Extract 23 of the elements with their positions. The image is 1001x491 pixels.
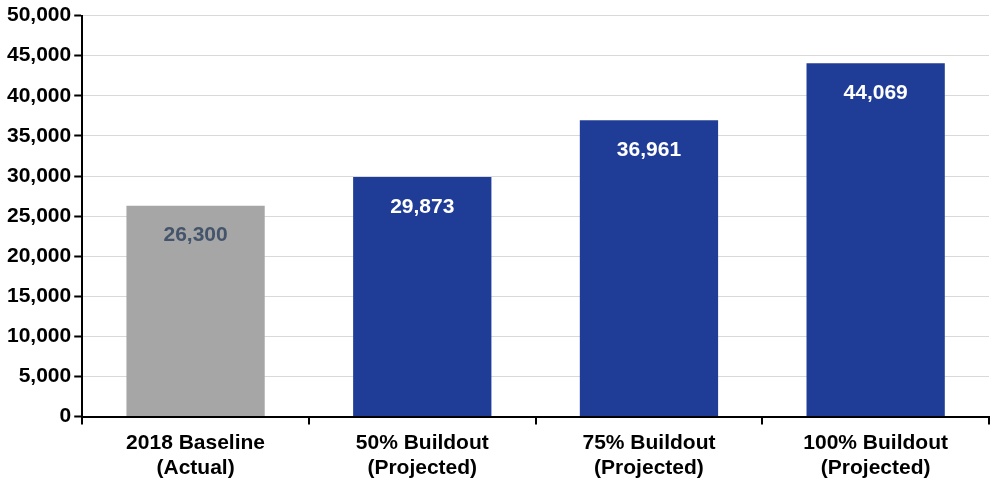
y-tick-label: 10,000 (7, 323, 72, 347)
x-tick-label: 75% Buildout (Projected) (582, 430, 716, 479)
x-tick-label: 2018 Baseline (Actual) (126, 430, 266, 479)
y-tick-label: 35,000 (7, 122, 72, 146)
bar (806, 63, 945, 417)
y-tick-label: 50,000 (7, 2, 72, 26)
y-tick-label: 45,000 (7, 42, 72, 66)
data-label: 26,300 (163, 222, 228, 246)
y-tick-label: 30,000 (7, 162, 72, 186)
bar (579, 120, 719, 417)
data-label: 44,069 (843, 79, 908, 103)
x-tick-label: 50% Buildout (Projected) (355, 430, 489, 479)
bar (353, 177, 492, 417)
x-tick-label: 100% Buildout (Projected) (803, 430, 948, 479)
y-tick-label: 20,000 (7, 243, 72, 266)
y-tick-label: 40,000 (7, 82, 72, 106)
bar (126, 205, 265, 417)
data-label: 36,961 (616, 136, 682, 160)
y-tick-label: 5,000 (18, 363, 72, 387)
y-tick-label: 0 (59, 403, 72, 427)
data-label: 29,873 (390, 193, 455, 217)
y-tick-label: 25,000 (7, 202, 72, 226)
y-tick-label: 15,000 (7, 283, 72, 307)
